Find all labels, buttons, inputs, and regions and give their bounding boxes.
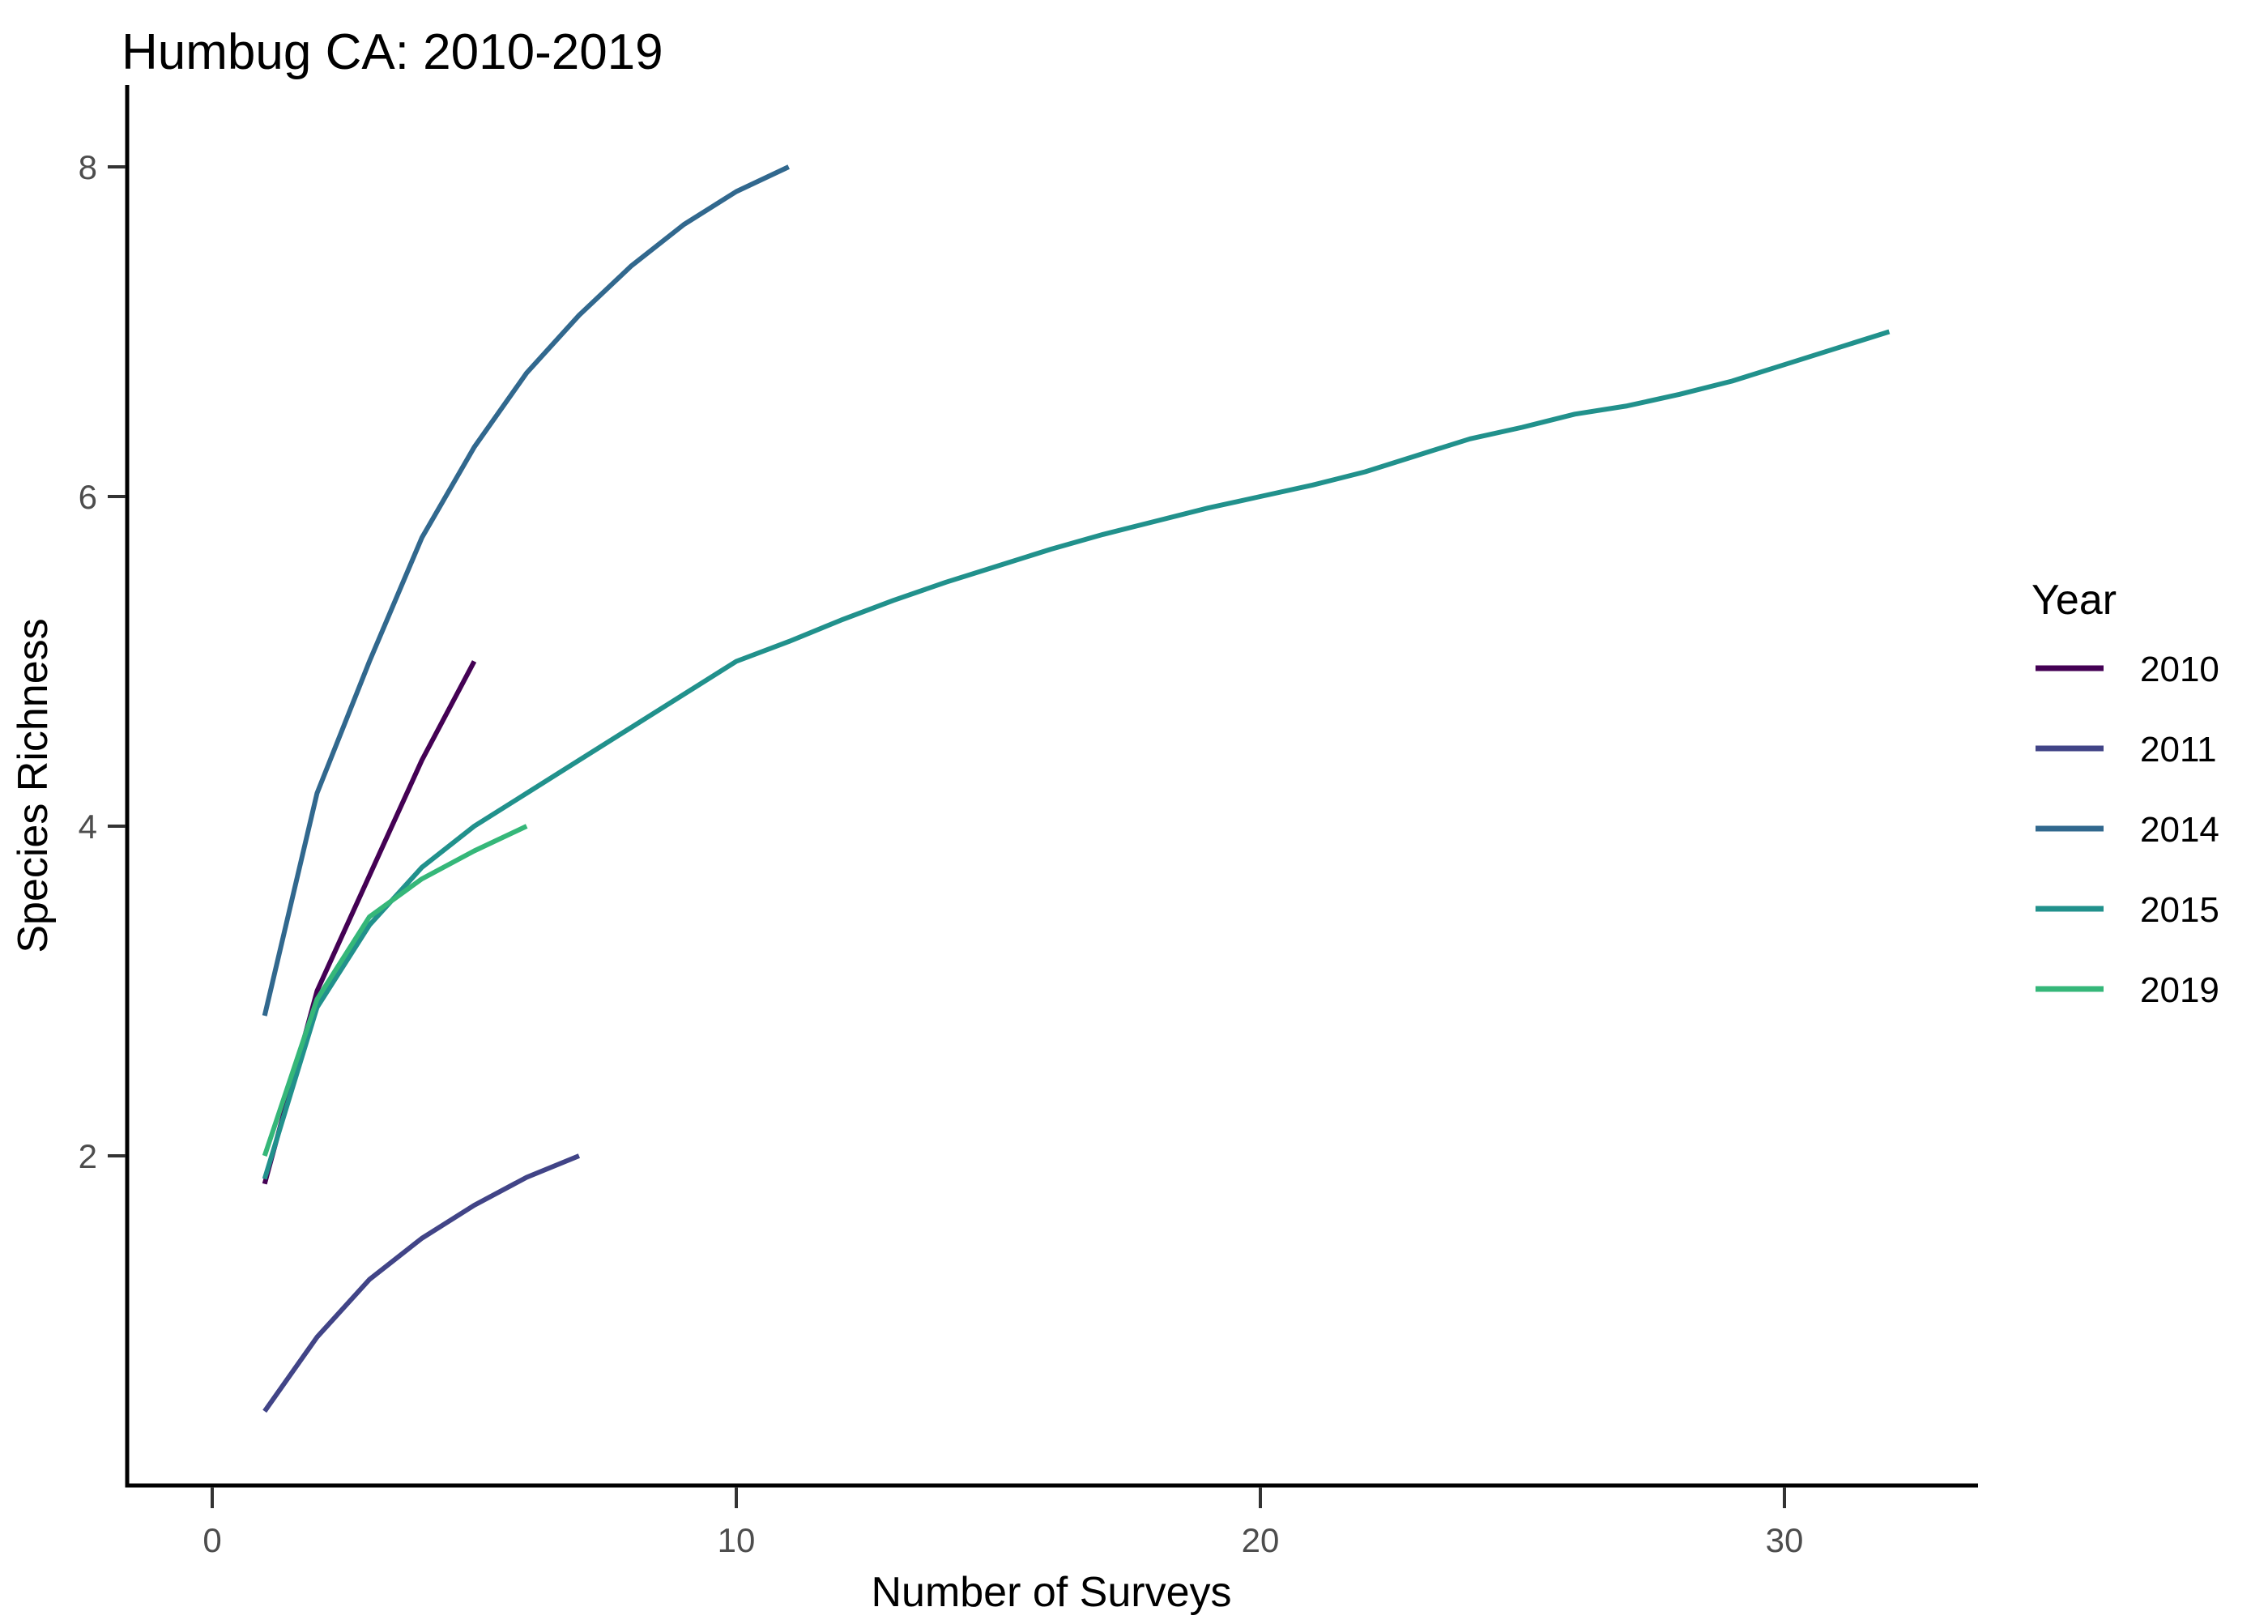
plot-title: Humbug CA: 2010-2019 [122, 24, 663, 80]
x-tick-label: 0 [202, 1521, 221, 1559]
x-axis-title: Number of Surveys [871, 1569, 1231, 1616]
x-axis-ticks: 0 10 20 30 [202, 1487, 1803, 1559]
x-tick-label: 20 [1242, 1521, 1280, 1559]
legend-label-2019: 2019 [2140, 970, 2219, 1010]
legend-keys: 2010 2011 2014 2015 2019 [2036, 650, 2219, 1010]
x-tick-label: 30 [1766, 1521, 1804, 1559]
y-tick-label: 4 [79, 808, 97, 846]
series-line-2014 [262, 164, 790, 1017]
y-tick-label: 2 [79, 1137, 97, 1175]
series-lines [262, 164, 1891, 1413]
series-line-2011 [262, 1153, 581, 1413]
legend: Year 2010 2011 2014 2015 2019 [2031, 577, 2219, 1010]
series-line-2015 [262, 329, 1891, 1180]
legend-title: Year [2031, 577, 2117, 624]
legend-label-2014: 2014 [2140, 810, 2219, 850]
legend-label-2010: 2010 [2140, 650, 2219, 689]
y-tick-label: 8 [79, 148, 97, 186]
legend-label-2011: 2011 [2140, 730, 2217, 769]
series-line-2019 [262, 824, 528, 1157]
legend-label-2015: 2015 [2140, 890, 2219, 930]
y-axis-ticks: 2 4 6 8 [79, 148, 126, 1175]
y-tick-label: 6 [79, 478, 97, 516]
x-tick-label: 10 [718, 1521, 756, 1559]
y-axis-title: Species Richness [10, 618, 57, 953]
